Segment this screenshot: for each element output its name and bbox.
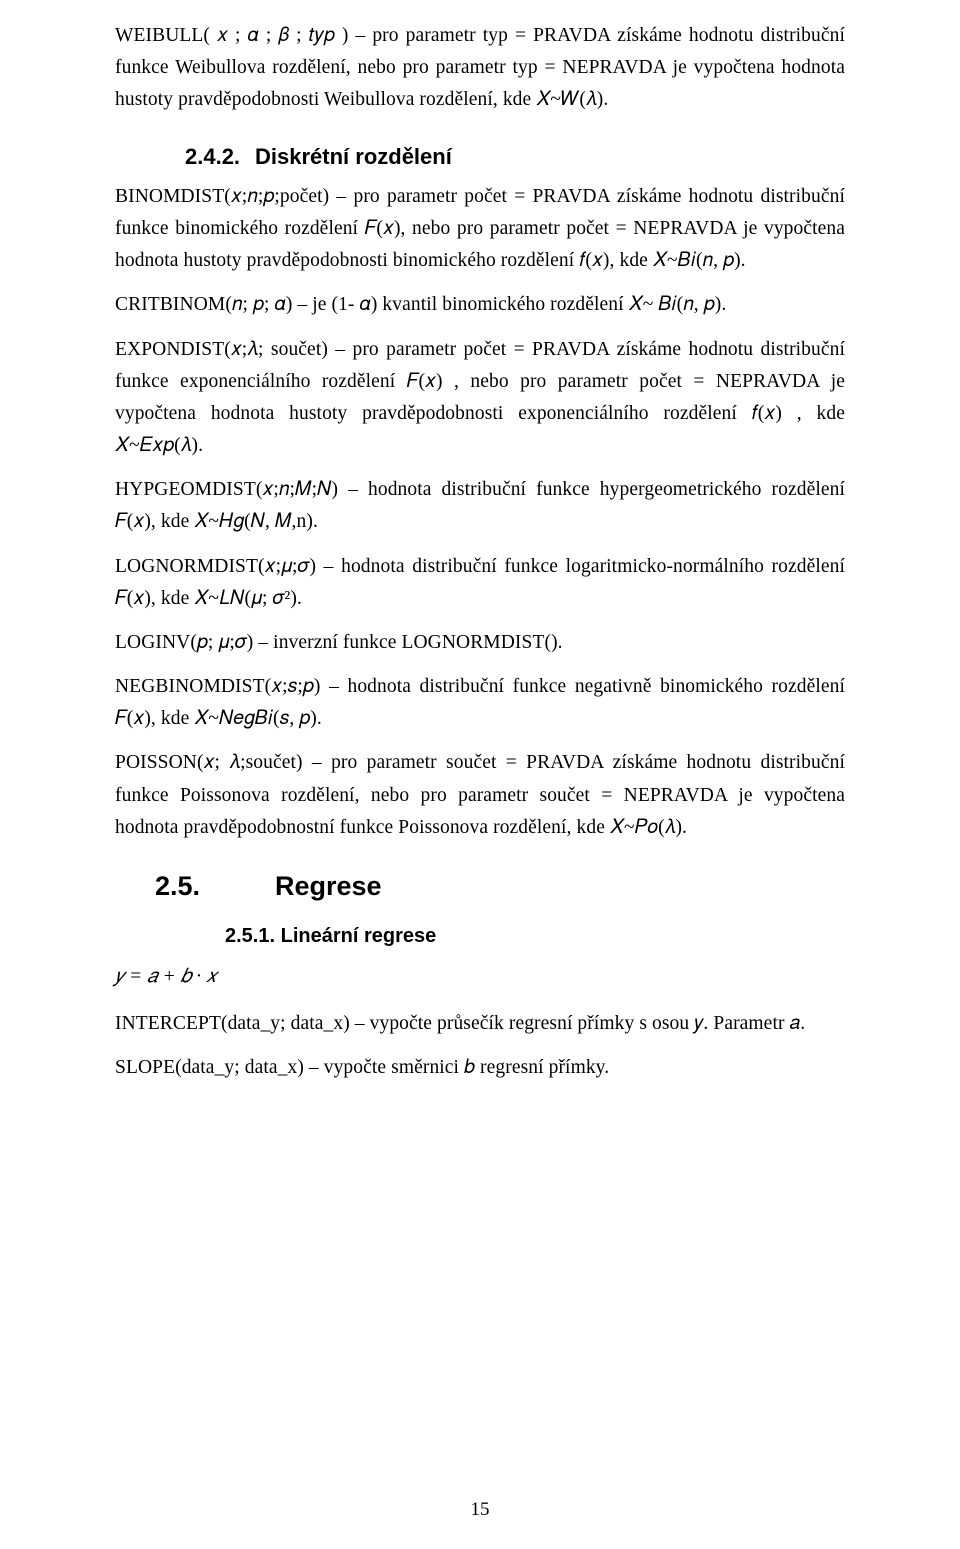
heading-number: 2.5. xyxy=(155,864,275,909)
page-number: 15 xyxy=(0,1494,960,1525)
paragraph-slope: SLOPE(data_y; data_x) – vypočte směrnici… xyxy=(115,1052,845,1084)
paragraph-weibull: WEIBULL( 𝑥 ; 𝛼 ; 𝛽 ; 𝑡𝑦𝑝 ) – pro paramet… xyxy=(115,20,845,117)
heading-title: Diskrétní rozdělení xyxy=(255,144,452,169)
paragraph-negbinomdist: NEGBINOMDIST(𝑥;𝑠;𝑝) – hodnota distribučn… xyxy=(115,671,845,735)
heading-number: 2.5.1. xyxy=(225,925,275,947)
heading-number: 2.4.2. xyxy=(185,139,255,175)
heading-2-4-2: 2.4.2.Diskrétní rozdělení xyxy=(185,139,845,175)
paragraph-lognormdist: LOGNORMDIST(𝑥;𝜇;𝜎) – hodnota distribuční… xyxy=(115,551,845,615)
heading-title: Lineární regrese xyxy=(281,925,437,947)
paragraph-critbinom: CRITBINOM(𝑛; 𝑝; 𝛼) – je (1- 𝛼) kvantil b… xyxy=(115,289,845,321)
paragraph-intercept: INTERCEPT(data_y; data_x) – vypočte průs… xyxy=(115,1008,845,1040)
equation-linear-regression: 𝑦 = 𝑎 + 𝑏 · 𝑥 xyxy=(115,961,845,993)
paragraph-loginv: LOGINV(𝑝; 𝜇;𝜎) – inverzní funkce LOGNORM… xyxy=(115,627,845,659)
heading-2-5: 2.5.Regrese xyxy=(155,864,845,909)
heading-title: Regrese xyxy=(275,871,382,901)
heading-2-5-1: 2.5.1. Lineární regrese xyxy=(225,920,845,953)
page-container: WEIBULL( 𝑥 ; 𝛼 ; 𝛽 ; 𝑡𝑦𝑝 ) – pro paramet… xyxy=(0,0,960,1549)
paragraph-binomdist: BINOMDIST(𝑥;𝑛;𝑝;počet) – pro parametr po… xyxy=(115,181,845,278)
paragraph-expondist: EXPONDIST(𝑥;𝜆; součet) – pro parametr po… xyxy=(115,334,845,463)
paragraph-hypgeomdist: HYPGEOMDIST(𝑥;𝑛;𝑀;𝑁) – hodnota distribuč… xyxy=(115,474,845,538)
paragraph-poisson: POISSON(𝑥; 𝜆;součet) – pro parametr souč… xyxy=(115,747,845,844)
